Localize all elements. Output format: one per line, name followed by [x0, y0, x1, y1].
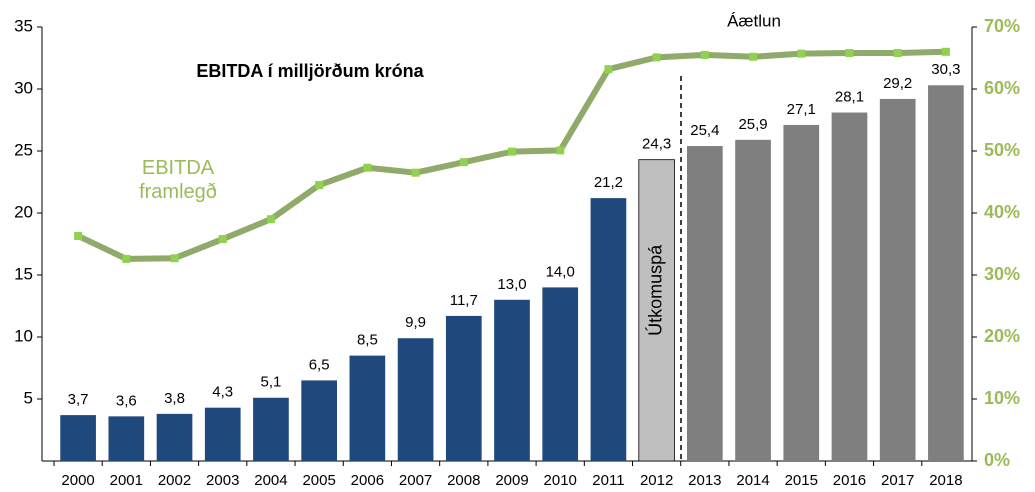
- x-tick-label: 2016: [833, 472, 866, 489]
- marker: [845, 49, 854, 58]
- marker: [122, 254, 131, 263]
- value-label: 3,7: [68, 391, 89, 408]
- value-label: 3,6: [116, 392, 137, 409]
- x-tick-label: 2002: [158, 472, 191, 489]
- marker: [749, 52, 758, 61]
- marker: [797, 49, 806, 58]
- y-tick-label: 20: [14, 202, 33, 221]
- x-tick-label: 2010: [544, 472, 577, 489]
- bar: [204, 407, 241, 461]
- y-tick-label: 5: [24, 388, 33, 407]
- value-label: 8,5: [357, 332, 378, 349]
- y2-tick-label: 60%: [984, 78, 1020, 98]
- chart-title: EBITDA í milljörðum króna: [196, 61, 424, 81]
- bar: [108, 416, 145, 461]
- marker: [700, 50, 709, 59]
- marker: [893, 49, 902, 58]
- bar: [687, 146, 723, 462]
- x-tick-label: 2009: [495, 472, 528, 489]
- value-label: 30,3: [931, 61, 960, 78]
- x-tick-label: 2005: [302, 472, 335, 489]
- marker: [941, 47, 950, 56]
- bar: [349, 355, 386, 461]
- x-tick-label: 2014: [736, 472, 769, 489]
- marker: [74, 231, 83, 240]
- y2-tick-label: 20%: [984, 326, 1020, 346]
- annotation: Áætlun: [727, 11, 781, 30]
- value-label: 25,9: [738, 116, 767, 133]
- bar: [301, 380, 337, 461]
- y-tick-label: 15: [14, 264, 33, 283]
- marker: [508, 147, 516, 156]
- y2-tick-label: 30%: [984, 264, 1020, 284]
- y2-tick-label: 40%: [984, 202, 1020, 222]
- marker: [652, 53, 661, 62]
- bar: [831, 112, 868, 461]
- value-label: 24,3: [642, 136, 671, 153]
- value-label: 25,4: [690, 122, 719, 139]
- y-tick-label: 35: [14, 16, 33, 35]
- value-label: 29,2: [883, 75, 912, 92]
- marker: [266, 215, 275, 224]
- value-label: 5,1: [261, 374, 282, 391]
- x-tick-label: 2001: [110, 472, 143, 489]
- x-tick-label: 2003: [206, 472, 239, 489]
- line-label: EBITDA framlegð: [139, 157, 217, 203]
- x-tick-label: 2018: [929, 472, 962, 489]
- marker: [315, 181, 324, 190]
- bar: [590, 198, 627, 461]
- value-label: 28,1: [835, 89, 864, 106]
- value-label: 21,2: [594, 174, 623, 191]
- value-label: 6,5: [309, 356, 330, 373]
- value-label: 13,0: [497, 276, 526, 293]
- bar: [445, 315, 482, 461]
- x-tick-label: 2004: [254, 472, 287, 489]
- y2-tick-label: 0%: [984, 450, 1010, 470]
- y-tick-label: 10: [14, 326, 33, 345]
- value-label: 27,1: [787, 101, 816, 118]
- marker: [411, 168, 420, 177]
- y2-tick-label: 70%: [984, 16, 1020, 36]
- bar: [156, 413, 193, 461]
- value-label: 4,3: [212, 384, 233, 401]
- marker: [604, 65, 613, 74]
- value-label: 14,0: [546, 263, 575, 280]
- bar: [638, 159, 675, 462]
- bar: [542, 287, 579, 461]
- marker: [459, 158, 468, 167]
- value-label: 11,7: [450, 292, 478, 309]
- bar: [253, 397, 289, 461]
- bar: [60, 415, 96, 461]
- y2-tick-label: 50%: [984, 140, 1020, 160]
- marker: [363, 163, 372, 172]
- marker: [556, 146, 565, 155]
- value-label: 9,9: [405, 314, 426, 331]
- x-tick-label: 2011: [592, 472, 624, 489]
- y-tick-label: 30: [14, 78, 33, 97]
- value-label: 3,8: [164, 390, 185, 407]
- x-tick-label: 2006: [351, 472, 384, 489]
- y-tick-label: 25: [14, 140, 33, 159]
- marker: [218, 235, 227, 244]
- bar: [783, 124, 820, 462]
- bar: [928, 85, 964, 461]
- bar: [397, 338, 434, 461]
- x-tick-label: 2008: [447, 472, 480, 489]
- annotation: Útkomuspá: [644, 244, 665, 336]
- bar: [879, 98, 916, 462]
- marker: [170, 254, 179, 263]
- x-tick-label: 2000: [61, 472, 94, 489]
- x-tick-label: 2017: [881, 472, 914, 489]
- x-tick-label: 2007: [399, 472, 432, 489]
- bar: [735, 139, 771, 461]
- bar: [494, 299, 530, 461]
- x-tick-label: 2013: [688, 472, 721, 489]
- y2-tick-label: 10%: [984, 388, 1020, 408]
- x-tick-label: 2015: [785, 472, 818, 489]
- x-tick-label: 2012: [640, 472, 673, 489]
